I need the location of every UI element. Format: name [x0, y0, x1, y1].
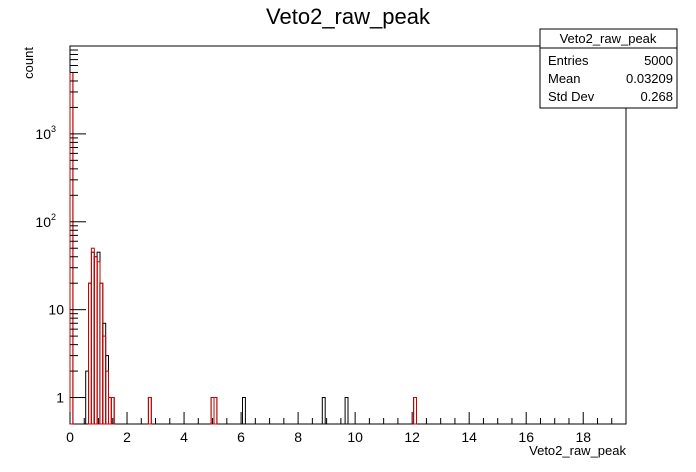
x-tick-label: 8	[294, 429, 302, 445]
y-axis-label: count	[21, 47, 36, 79]
chart-title: Veto2_raw_peak	[266, 4, 431, 29]
x-axis-label: Veto2_raw_peak	[529, 443, 626, 458]
histogram-bin	[213, 397, 218, 425]
histogram-bin	[344, 397, 349, 425]
stats-box-title: Veto2_raw_peak	[560, 31, 657, 46]
x-tick-label: 10	[347, 429, 363, 445]
stats-value-entries: 5000	[644, 53, 673, 68]
y-tick-label: 1	[56, 390, 64, 406]
histogram-bin	[147, 397, 152, 425]
stats-label-mean: Mean	[548, 71, 581, 86]
y-axis-ticks: 1 10 102 103	[35, 49, 86, 406]
histogram-series-0	[69, 72, 418, 425]
stats-value-mean: 0.03209	[626, 71, 673, 86]
histogram-bin	[242, 397, 246, 425]
stats-box-frame	[539, 28, 678, 109]
x-tick-label: 6	[237, 429, 245, 445]
x-tick-label: 16	[518, 429, 534, 445]
stats-label-entries: Entries	[548, 53, 589, 68]
x-tick-label: 4	[180, 429, 188, 445]
histogram-series-1	[69, 72, 418, 425]
x-axis-ticks: 0 2 4 6 8 10 12 14 16 18	[66, 412, 613, 445]
histogram-layer	[69, 72, 418, 425]
stats-value-stddev: 0.268	[640, 89, 673, 104]
stats-box: Veto2_raw_peak Entries 5000 Mean 0.03209…	[539, 28, 678, 109]
y-tick-label: 10	[48, 302, 64, 318]
x-tick-label: 12	[404, 429, 420, 445]
x-tick-label: 2	[123, 429, 131, 445]
x-tick-label: 14	[461, 429, 477, 445]
x-tick-label: 0	[66, 429, 74, 445]
y-tick-label: 103	[35, 124, 56, 142]
stats-label-stddev: Std Dev	[548, 89, 595, 104]
histogram-bin	[413, 397, 418, 425]
histogram-bin	[321, 397, 326, 425]
x-tick-label: 18	[575, 429, 591, 445]
y-tick-label: 102	[35, 212, 56, 230]
